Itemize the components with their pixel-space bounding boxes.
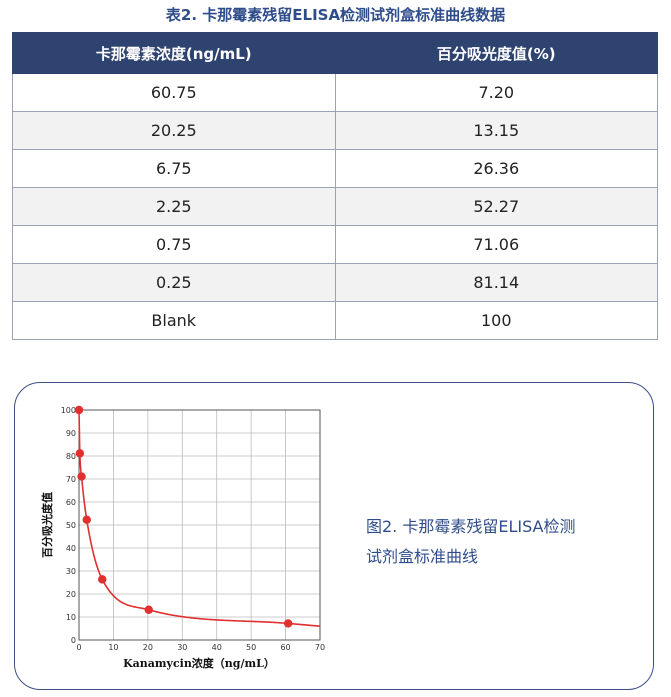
x-tick-label: 10 xyxy=(108,643,118,652)
cell-concentration: 20.25 xyxy=(12,111,336,150)
cell-concentration: 0.75 xyxy=(12,225,336,264)
table-row: 0.75 71.06 xyxy=(12,225,658,264)
y-tick-label: 40 xyxy=(66,544,76,553)
table-header-row: 卡那霉素浓度(ng/mL) 百分吸光度值(%) xyxy=(12,32,658,74)
cell-concentration: Blank xyxy=(12,301,336,340)
chart-points xyxy=(74,405,293,628)
figure-frame xyxy=(14,382,654,690)
cell-absorbance: 52.27 xyxy=(334,187,658,226)
y-tick-label: 70 xyxy=(66,475,76,484)
y-axis-label: 百分吸光度值 xyxy=(40,492,54,558)
cell-absorbance: 26.36 xyxy=(334,149,658,188)
figure-caption: 图2. 卡那霉素残留ELISA检测 试剂盒标准曲线 xyxy=(366,512,626,572)
data-point xyxy=(77,472,86,481)
table-row: 6.75 26.36 xyxy=(12,149,658,188)
x-tick-label: 50 xyxy=(246,643,256,652)
y-tick-label: 50 xyxy=(66,521,76,530)
table-row: 2.25 52.27 xyxy=(12,187,658,226)
x-tick-label: 60 xyxy=(280,643,290,652)
header-absorbance: 百分吸光度值(%) xyxy=(334,32,658,74)
table-row: 0.25 81.14 xyxy=(12,263,658,302)
plot-frame xyxy=(78,409,321,641)
x-tick-label: 20 xyxy=(143,643,153,652)
data-point xyxy=(144,605,153,614)
data-point xyxy=(75,449,85,458)
y-tick-label: 20 xyxy=(66,590,76,599)
y-tick-label: 100 xyxy=(61,406,76,415)
data-point xyxy=(82,515,91,524)
y-tick-label: 10 xyxy=(66,613,76,622)
x-axis-label: Kanamycin浓度（ng/mL） xyxy=(123,656,275,670)
chart-grid xyxy=(78,409,321,641)
x-tick-label: 30 xyxy=(177,643,187,652)
x-tick-label: 0 xyxy=(76,643,81,652)
y-tick-label: 0 xyxy=(71,636,76,645)
cell-concentration: 6.75 xyxy=(12,149,336,188)
data-point xyxy=(98,575,107,584)
cell-concentration: 60.75 xyxy=(12,73,336,112)
fit-curve xyxy=(78,410,321,627)
table-title: 表2. 卡那霉素残留ELISA检测试剂盒标准曲线数据 xyxy=(165,6,506,24)
x-tick-label: 40 xyxy=(212,643,222,652)
table-row: Blank 100 xyxy=(12,301,658,340)
cell-absorbance: 7.20 xyxy=(334,73,658,112)
standard-curve-table: 卡那霉素浓度(ng/mL) 百分吸光度值(%) 60.75 7.20 20.25… xyxy=(12,32,658,340)
cell-absorbance: 100 xyxy=(334,301,658,340)
y-tick-label: 30 xyxy=(66,567,76,576)
y-tick-label: 60 xyxy=(66,498,76,507)
caption-line-2: 试剂盒标准曲线 xyxy=(366,547,479,566)
cell-concentration: 2.25 xyxy=(12,187,336,226)
data-point xyxy=(74,405,84,415)
x-tick-label: 70 xyxy=(315,643,325,652)
data-point xyxy=(283,619,293,628)
chart-ticks: 0 10 20 30 40 50 60 70 0 10 20 30 40 50 60 70 80 90 100 xyxy=(61,406,325,652)
header-concentration: 卡那霉素浓度(ng/mL) xyxy=(12,32,336,74)
y-tick-label: 90 xyxy=(66,429,76,438)
table-row: 60.75 7.20 xyxy=(12,73,658,112)
cell-concentration: 0.25 xyxy=(12,263,336,302)
y-tick-label: 80 xyxy=(66,452,76,461)
caption-line-1: 图2. 卡那霉素残留ELISA检测 xyxy=(366,517,576,536)
